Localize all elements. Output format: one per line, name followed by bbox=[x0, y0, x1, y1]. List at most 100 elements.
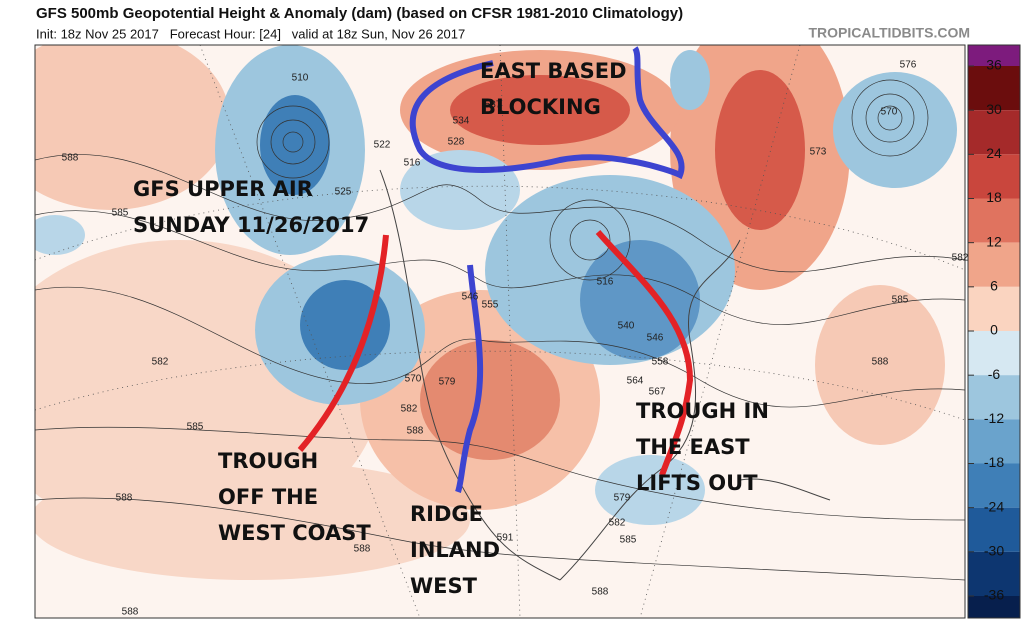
colorbar-label: -30 bbox=[984, 543, 1004, 559]
colorbar-label: 24 bbox=[986, 145, 1002, 161]
contour-label: 588 bbox=[122, 607, 139, 618]
trough-axis bbox=[297, 234, 389, 452]
ridge-axis bbox=[455, 264, 484, 493]
contour-label: 582 bbox=[401, 404, 418, 415]
warm-area bbox=[815, 285, 945, 445]
annotation-line: EAST BASED bbox=[480, 59, 627, 83]
colorbar-segment bbox=[968, 375, 1020, 420]
colorbar-end bbox=[968, 596, 1020, 618]
contour-label: 585 bbox=[112, 208, 129, 219]
colorbar-label: -24 bbox=[984, 498, 1004, 514]
colorbar-label: -18 bbox=[984, 454, 1004, 470]
colorbar-end bbox=[968, 45, 1020, 66]
colorbar-segment bbox=[968, 154, 1020, 199]
annotations: EAST BASED BLOCKING GFS UPPER AIR SUNDAY 11… bbox=[133, 59, 769, 598]
contour-label: 516 bbox=[404, 158, 421, 169]
contour-label: 567 bbox=[649, 387, 666, 398]
cold-area bbox=[833, 72, 957, 188]
map-subtitle: Init: 18z Nov 25 2017 Forecast Hour: [24… bbox=[36, 26, 465, 41]
contour-label: 528 bbox=[448, 137, 465, 148]
map-panel bbox=[34, 44, 966, 619]
map-title: GFS 500mb Geopotential Height & Anomaly … bbox=[36, 5, 683, 22]
contour-label: 522 bbox=[374, 140, 391, 151]
map-frame bbox=[34, 44, 966, 619]
contour-label: 585 bbox=[620, 535, 637, 546]
contour-label: 573 bbox=[810, 147, 827, 158]
contour-label: 591 bbox=[497, 533, 514, 544]
contour-label: 510 bbox=[292, 73, 309, 84]
contour-label: 588 bbox=[62, 153, 79, 164]
cold-area bbox=[670, 50, 710, 110]
contour-label: 588 bbox=[354, 544, 371, 555]
contour-label: 588 bbox=[592, 587, 609, 598]
contour-labels: 510 522 516 525 528 534 537 582 585 588 576 570 573 5… bbox=[62, 60, 969, 618]
contour-label: 588 bbox=[116, 493, 133, 504]
colorbar-label: 36 bbox=[986, 57, 1002, 73]
warm-core bbox=[420, 340, 560, 460]
warm-core bbox=[715, 70, 805, 230]
site-credit: TROPICALTIDBITS.COM bbox=[808, 25, 970, 41]
colorbar-label: 30 bbox=[986, 101, 1002, 117]
contour-label: 582 bbox=[152, 357, 169, 368]
contour-label: 534 bbox=[453, 116, 470, 127]
cold-core bbox=[260, 95, 330, 195]
annotation-line: TROUGH IN bbox=[636, 399, 769, 423]
contour-label: 570 bbox=[405, 374, 422, 385]
contour-label: 576 bbox=[900, 60, 917, 71]
cold-core bbox=[300, 280, 390, 370]
colorbar-label: 6 bbox=[990, 278, 998, 294]
blocking-outline bbox=[409, 46, 685, 180]
contour-label: 585 bbox=[892, 295, 909, 306]
cold-area bbox=[35, 215, 85, 255]
coastlines bbox=[379, 169, 831, 581]
colorbar-label: 0 bbox=[990, 322, 998, 338]
cold-core bbox=[580, 240, 700, 360]
colorbar: 36 30 24 18 12 6 0 -6 -12 -18 -24 -30 -36 bbox=[967, 44, 1021, 619]
annotation-line: INLAND bbox=[410, 538, 500, 562]
graticule bbox=[35, 45, 965, 618]
annotation-line: OFF THE bbox=[218, 485, 318, 509]
colorbar-segment bbox=[968, 66, 1020, 111]
annotation-line: LIFTS OUT bbox=[636, 471, 758, 495]
colorbar-segment bbox=[968, 198, 1020, 243]
colorbar-segment bbox=[968, 419, 1020, 464]
anomaly-field bbox=[35, 45, 965, 618]
colorbar-label: -12 bbox=[984, 410, 1004, 426]
annotation-line: SUNDAY 11/26/2017 bbox=[133, 213, 369, 237]
contour-label: 546 bbox=[647, 333, 664, 344]
colorbar-label: -6 bbox=[988, 366, 1001, 382]
contour-label: 579 bbox=[439, 377, 456, 388]
annotation-line: GFS UPPER AIR bbox=[133, 177, 313, 201]
colorbar-label: -36 bbox=[984, 587, 1004, 603]
annotation-line: WEST COAST bbox=[218, 521, 371, 545]
annotation-line: TROUGH bbox=[218, 449, 318, 473]
cold-area bbox=[595, 455, 705, 525]
contour-label: 582 bbox=[609, 518, 626, 529]
colorbar-segment bbox=[968, 551, 1020, 596]
warm-area bbox=[35, 45, 230, 210]
contour-label: 537 bbox=[485, 100, 502, 111]
contour-label: 558 bbox=[652, 357, 669, 368]
annotation-line: BLOCKING bbox=[480, 95, 601, 119]
contour-label: 585 bbox=[187, 422, 204, 433]
contour-label: 582 bbox=[952, 253, 969, 264]
colorbar-segment bbox=[968, 242, 1020, 287]
warm-core bbox=[450, 75, 630, 145]
annotation-line: WEST bbox=[410, 574, 478, 598]
warm-area bbox=[35, 460, 470, 580]
annotation-line: THE EAST bbox=[636, 435, 750, 459]
colorbar-segment bbox=[968, 463, 1020, 508]
height-contours bbox=[35, 79, 965, 581]
annotation-line: RIDGE bbox=[410, 502, 483, 526]
contour-label: 570 bbox=[881, 107, 898, 118]
contour-label: 555 bbox=[482, 300, 499, 311]
colorbar-segment bbox=[968, 507, 1020, 552]
colorbar-segment bbox=[968, 110, 1020, 155]
contour-label: 546 bbox=[462, 292, 479, 303]
contour-label: 516 bbox=[597, 277, 614, 288]
contour-label: 579 bbox=[614, 493, 631, 504]
colorbar-segment bbox=[968, 286, 1020, 331]
colorbar-label: 12 bbox=[986, 233, 1002, 249]
